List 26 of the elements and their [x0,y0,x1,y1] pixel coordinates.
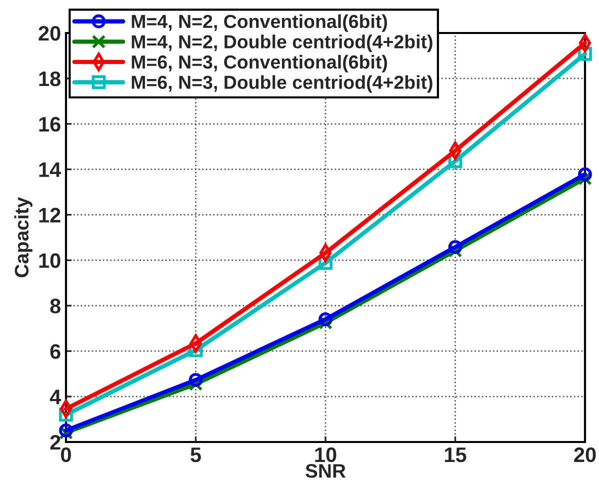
x-tick-label: 5 [190,448,201,462]
x-tick-label: 0 [61,447,71,462]
point [59,423,73,438]
y-tick-label: 12 [39,208,60,222]
y-tick-label: 16 [39,116,60,132]
y-tick-label: 10 [39,253,60,268]
legend-label: M=4, N=2, Conventional(6bit) [132,14,387,32]
point [578,167,592,182]
legend-label: M=6, N=3, Double centriod(4+2bit) [132,75,432,93]
legend-label: M=6, N=3, Conventional(6bit) [132,54,387,72]
point [318,312,332,326]
y-tick-label: 14 [39,162,62,177]
y-tick-label: 20 [38,26,60,41]
point [448,240,462,254]
y-tick-label: 4 [50,390,62,404]
legend-label: M=4, N=2, Double centriod(4+2bit) [132,34,432,52]
y-tick-label: 18 [39,71,60,86]
y-tick-label: 6 [50,344,60,359]
y-tick-label: 8 [50,298,60,314]
x-tick-label: 15 [444,448,466,462]
x-axis-title: SNR [306,464,346,478]
point [188,373,203,387]
x-tick-label: 20 [574,447,596,462]
x-tick-label: 10 [315,447,336,462]
y-axis-title: Capacity [14,197,32,278]
y-tick-label: 2 [50,435,60,450]
